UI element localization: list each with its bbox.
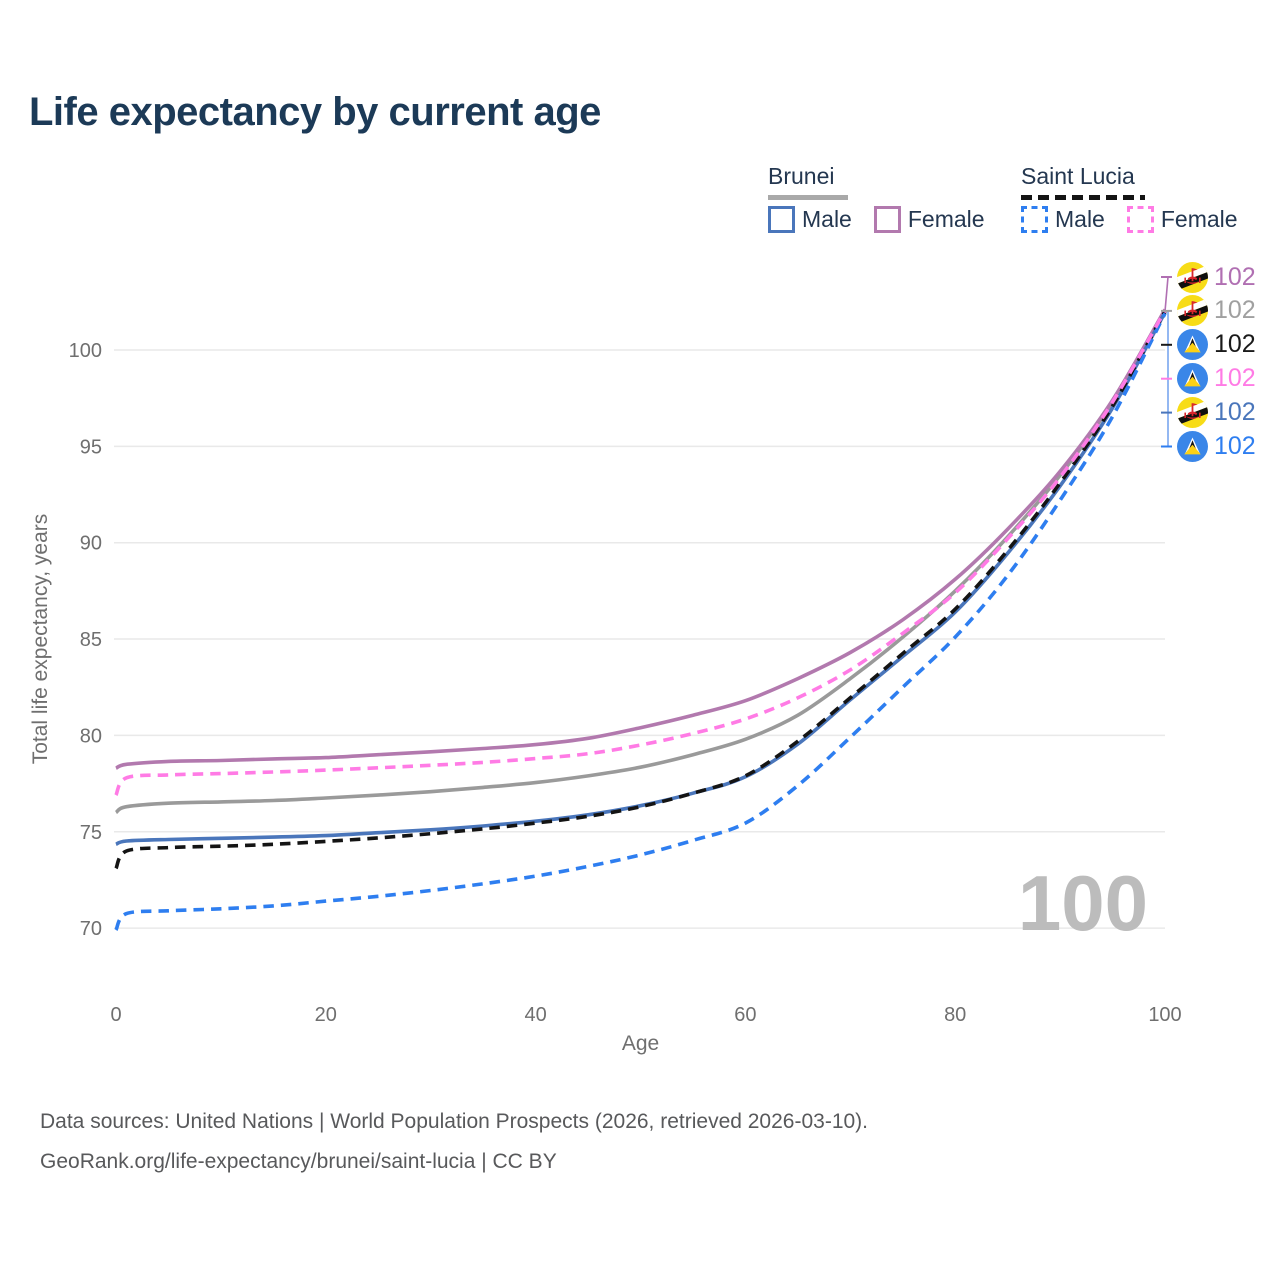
series-line-brunei-all[interactable]	[114, 310, 1167, 815]
x-tick-label-0: 0	[110, 1004, 121, 1026]
series-line-brunei-male[interactable]	[115, 311, 1167, 846]
legend-swatch-brunei-male	[768, 206, 795, 233]
legend-group-brunei: Brunei	[768, 163, 848, 200]
leader-line-top	[1164, 276, 1169, 312]
legend-swatch-brunei-female	[873, 206, 901, 233]
brunei-flag-icon	[1177, 261, 1208, 293]
x-tick-label-80: 80	[944, 1004, 966, 1026]
legend-label-saint-lucia-male: Male	[1055, 206, 1105, 232]
legend-country-saint-lucia[interactable]: Saint Lucia	[1021, 163, 1135, 189]
y-axis-title: Total life expectancy, years	[29, 514, 52, 765]
y-tick-label-80: 80	[80, 725, 102, 747]
end-label-saintlucia-female: 102	[1177, 363, 1256, 395]
chart-title: Life expectancy by current age	[29, 90, 601, 134]
series-line-brunei-female[interactable]	[115, 308, 1167, 770]
end-label-brunei-female: 102	[1177, 261, 1256, 293]
legend-group-saint-lucia: Saint Lucia	[1021, 163, 1145, 200]
end-value-brunei-all: 102	[1214, 296, 1256, 325]
end-label-brunei-male: 102	[1177, 397, 1256, 429]
footer-data-sources: Data sources: United Nations | World Pop…	[40, 1110, 869, 1133]
brunei-flag-icon	[1177, 295, 1208, 327]
saint-lucia-flag-icon	[1177, 431, 1208, 462]
end-label-saintlucia-male: 102	[1177, 431, 1256, 462]
end-value-brunei-female: 102	[1214, 262, 1256, 291]
y-tick-label-90: 90	[80, 533, 102, 555]
legend-items-saint-lucia: Male Female	[1021, 206, 1260, 233]
end-label-saintlucia-all: 102	[1177, 329, 1256, 361]
age-counter-watermark: 100	[1017, 859, 1148, 947]
saint-lucia-flag-icon	[1177, 363, 1208, 395]
legend-underline-saint-lucia	[1021, 195, 1145, 200]
legend-item-brunei-female[interactable]: Female	[873, 206, 985, 233]
legend-underline-brunei	[768, 195, 848, 200]
end-value-saintlucia-female: 102	[1214, 364, 1256, 393]
end-value-saintlucia-all: 102	[1214, 330, 1256, 359]
end-label-brunei-all: 102	[1177, 295, 1256, 327]
series-line-saintlucia-female[interactable]	[114, 309, 1167, 797]
legend-swatch-saint-lucia-female	[1126, 206, 1154, 233]
legend-label-saint-lucia-female: Female	[1160, 206, 1238, 232]
legend-item-saint-lucia-female[interactable]: Female	[1126, 206, 1238, 233]
end-value-saintlucia-male: 102	[1214, 432, 1256, 460]
legend-label-brunei-female: Female	[907, 206, 985, 232]
brunei-flag-icon	[1177, 397, 1208, 429]
x-tick-label-60: 60	[734, 1004, 756, 1026]
x-tick-label-20: 20	[315, 1004, 337, 1026]
footer-url: GeoRank.org/life-expectancy/brunei/saint…	[40, 1150, 557, 1173]
y-tick-label-75: 75	[80, 822, 102, 844]
x-tick-label-40: 40	[524, 1004, 546, 1026]
legend-label-brunei-male: Male	[802, 206, 852, 232]
y-tick-label-100: 100	[69, 340, 102, 362]
y-tick-label-95: 95	[80, 436, 102, 458]
y-tick-label-85: 85	[80, 629, 102, 651]
legend-item-brunei-male[interactable]: Male	[768, 206, 852, 233]
x-tick-label-100: 100	[1148, 1004, 1181, 1026]
saint-lucia-flag-icon	[1177, 329, 1208, 361]
y-tick-label-70: 70	[80, 918, 102, 940]
legend-country-brunei[interactable]: Brunei	[768, 163, 835, 189]
legend-items-brunei: Male Female	[768, 206, 1007, 233]
legend-swatch-saint-lucia-male	[1021, 206, 1048, 233]
legend-item-saint-lucia-male[interactable]: Male	[1021, 206, 1105, 233]
x-axis-title: Age	[622, 1032, 659, 1055]
series-line-saintlucia-all[interactable]	[114, 310, 1167, 870]
end-value-brunei-male: 102	[1214, 398, 1256, 427]
